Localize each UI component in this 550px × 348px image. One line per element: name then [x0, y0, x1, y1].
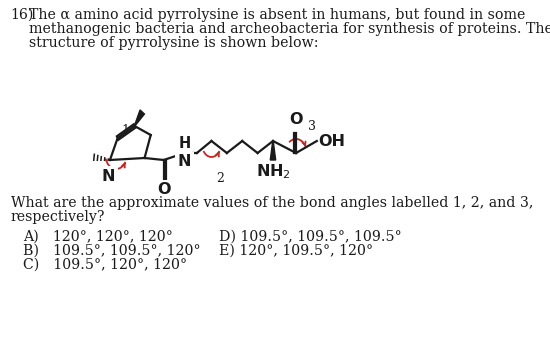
Text: 1: 1	[122, 124, 129, 136]
Polygon shape	[134, 110, 145, 126]
Text: H: H	[178, 135, 191, 150]
Text: methanogenic bacteria and archeobacteria for synthesis of proteins. The: methanogenic bacteria and archeobacteria…	[29, 22, 550, 36]
Text: NH$_2$: NH$_2$	[256, 162, 290, 181]
Text: respectively?: respectively?	[11, 210, 105, 224]
Text: C) 109.5°, 120°, 120°: C) 109.5°, 120°, 120°	[23, 258, 187, 272]
Text: N: N	[102, 169, 115, 184]
Text: O: O	[289, 112, 303, 127]
Polygon shape	[270, 141, 276, 160]
Text: O: O	[157, 182, 170, 197]
Text: B) 109.5°, 109.5°, 120°: B) 109.5°, 109.5°, 120°	[23, 244, 201, 258]
Text: 3: 3	[307, 119, 316, 133]
Text: structure of pyrrolysine is shown below:: structure of pyrrolysine is shown below:	[29, 36, 319, 50]
Text: N: N	[178, 154, 191, 169]
Text: The α amino acid pyrrolysine is absent in humans, but found in some: The α amino acid pyrrolysine is absent i…	[29, 8, 526, 22]
Text: OH: OH	[318, 134, 345, 149]
Text: E) 120°, 109.5°, 120°: E) 120°, 109.5°, 120°	[219, 244, 373, 258]
Text: D) 109.5°, 109.5°, 109.5°: D) 109.5°, 109.5°, 109.5°	[219, 230, 402, 244]
Text: 16): 16)	[11, 8, 34, 22]
Text: 2: 2	[216, 172, 224, 185]
Text: A) 120°, 120°, 120°: A) 120°, 120°, 120°	[23, 230, 173, 244]
Text: What are the approximate values of the bond angles labelled 1, 2, and 3,: What are the approximate values of the b…	[11, 196, 533, 210]
